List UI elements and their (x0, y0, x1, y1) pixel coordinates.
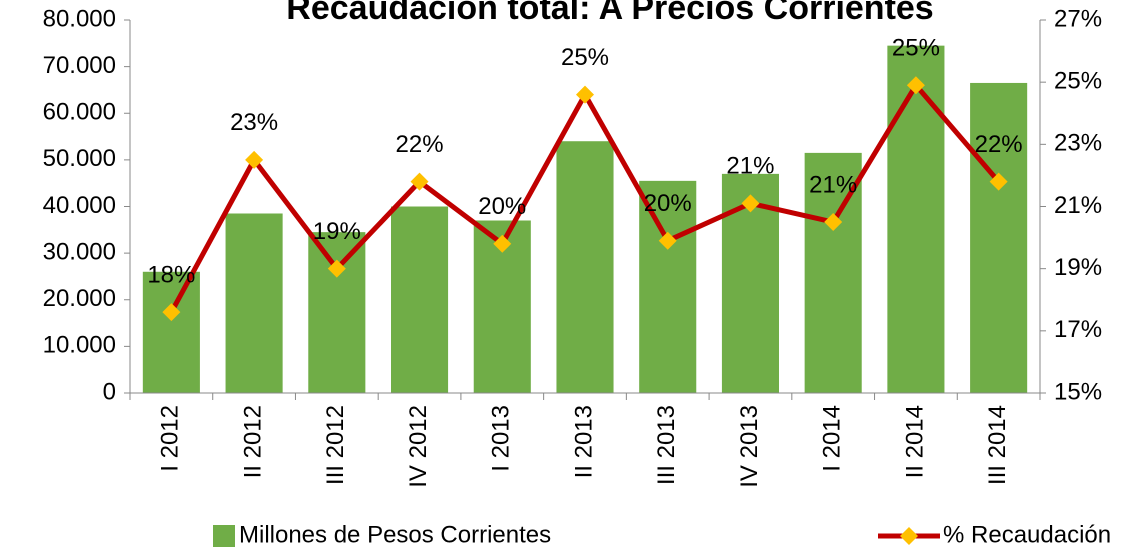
y-tick-label: 30.000 (43, 238, 116, 265)
y2-tick-label: 17% (1054, 316, 1102, 343)
y2-tick-label: 19% (1054, 254, 1102, 281)
data-label: 20% (478, 193, 526, 220)
x-tick-label: III 2014 (984, 405, 1011, 485)
y2-tick-label: 23% (1054, 130, 1102, 157)
y-tick-label: 0 (103, 378, 116, 405)
x-tick-label: I 2013 (488, 405, 515, 472)
data-label: 21% (726, 153, 774, 180)
data-label: 18% (147, 262, 195, 289)
marker (658, 231, 677, 250)
chart-title: Recaudación total: A Precios Corrientes (286, 0, 933, 27)
y2-tick-label: 21% (1054, 192, 1102, 219)
marker (824, 213, 843, 232)
legend-label: Millones de Pesos Corrientes (239, 521, 551, 547)
y2-tick-label: 25% (1054, 68, 1102, 95)
bar (639, 180, 697, 393)
y-tick-label: 20.000 (43, 285, 116, 312)
x-tick-label: III 2013 (653, 405, 680, 485)
x-tick-label: II 2012 (239, 405, 266, 478)
x-tick-label: II 2013 (570, 405, 597, 478)
data-label: 25% (561, 44, 609, 71)
marker (245, 150, 264, 169)
marker (162, 303, 181, 322)
y-tick-label: 70.000 (43, 52, 116, 79)
y-tick-label: 40.000 (43, 192, 116, 219)
bar (142, 271, 200, 393)
bar (225, 213, 283, 393)
x-tick-label: IV 2013 (736, 405, 763, 488)
data-label: 19% (313, 218, 361, 245)
data-label: 22% (396, 131, 444, 158)
marker (741, 194, 760, 213)
y-tick-label: 10.000 (43, 332, 116, 359)
data-label: 22% (975, 131, 1023, 158)
data-label: 23% (230, 109, 278, 136)
y-tick-label: 60.000 (43, 99, 116, 126)
marker (576, 85, 594, 104)
x-tick-label: III 2012 (322, 405, 349, 485)
y-tick-label: 50.000 (43, 145, 116, 172)
y2-tick-label: 15% (1054, 378, 1102, 405)
legend-marker (900, 527, 918, 545)
data-label: 21% (809, 171, 857, 198)
bar (391, 206, 449, 393)
bar (556, 141, 614, 393)
x-tick-label: I 2012 (157, 405, 184, 472)
marker (410, 172, 429, 191)
x-tick-label: II 2014 (901, 405, 928, 478)
data-label: 25% (892, 35, 940, 62)
legend-swatch (213, 525, 235, 547)
marker (493, 234, 512, 253)
y-tick-label: 80.000 (43, 5, 116, 32)
y2-tick-label: 27% (1054, 5, 1102, 32)
bar (308, 232, 366, 393)
marker (906, 76, 925, 95)
bar (970, 82, 1028, 393)
legend-label: % Recaudación (943, 521, 1111, 547)
x-tick-label: IV 2012 (405, 405, 432, 488)
data-label: 20% (644, 190, 692, 217)
marker (327, 259, 346, 278)
x-tick-label: I 2014 (819, 405, 846, 472)
bar (887, 45, 945, 394)
marker (989, 172, 1008, 191)
